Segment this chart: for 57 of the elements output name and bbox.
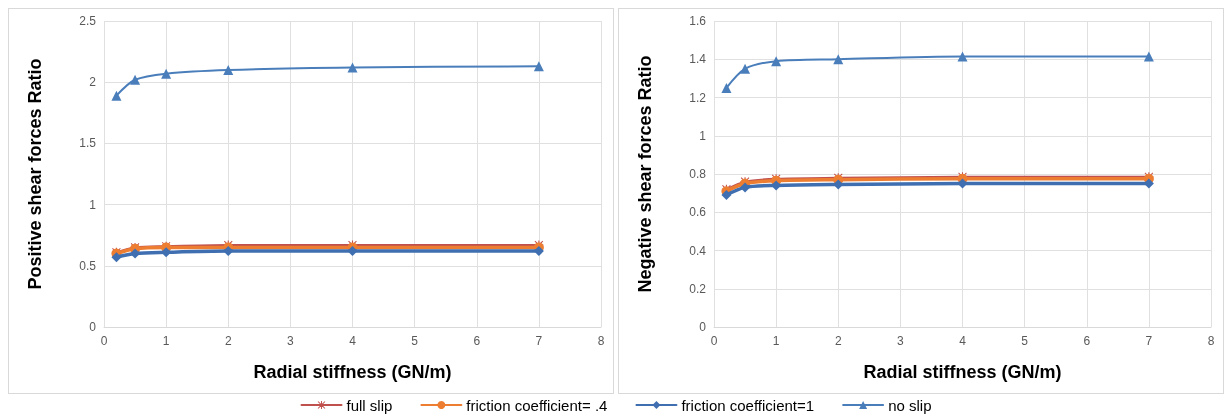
- x-axis-title: Radial stiffness (GN/m): [863, 362, 1062, 382]
- legend-label: friction coefficient=1: [681, 396, 815, 414]
- x-tick-label: 6: [473, 334, 481, 348]
- x-tick-label: 3: [897, 334, 905, 348]
- y-tick-label: 1: [89, 197, 97, 212]
- y-tick-label: 1: [699, 128, 707, 143]
- x-axis-title: Radial stiffness (GN/m): [253, 362, 452, 382]
- legend-label: full slip: [346, 396, 393, 414]
- x-tick-label: 2: [224, 334, 232, 348]
- x-tick-label: 8: [1207, 334, 1215, 348]
- x-tick-label: 0: [100, 334, 108, 348]
- point: [347, 246, 358, 257]
- point: [111, 252, 122, 263]
- point: [223, 64, 234, 75]
- x-tick-label: 2: [834, 334, 842, 348]
- point: [740, 63, 751, 74]
- point: [161, 68, 172, 79]
- y-tick-label: 0.2: [689, 281, 707, 296]
- point: [771, 56, 782, 67]
- y-tick-label: 1.5: [79, 136, 97, 151]
- y-axis-title: Negative shear forces Ratio: [635, 55, 655, 293]
- x-tick-label: 5: [1021, 334, 1029, 348]
- y-tick-label: 0.8: [689, 167, 707, 181]
- point: [721, 190, 732, 201]
- point: [957, 51, 968, 62]
- point: [740, 182, 751, 193]
- x-tick-label: 4: [349, 334, 357, 348]
- legend-label: friction coefficient= .4: [466, 396, 608, 414]
- y-tick-label: 0.4: [689, 243, 707, 258]
- x-tick-label: 3: [287, 334, 295, 348]
- y-tick-label: 0: [699, 320, 707, 334]
- y-axis-title: Positive shear forces Ratio: [25, 58, 45, 290]
- y-tick-label: 0.6: [689, 205, 707, 220]
- x-tick-label: 4: [959, 334, 967, 348]
- point: [833, 54, 844, 65]
- point: [1143, 51, 1154, 62]
- x-tick-label: 1: [772, 334, 780, 348]
- x-tick-label: 1: [162, 334, 170, 348]
- point: [721, 82, 732, 93]
- y-tick-label: 2: [89, 75, 97, 90]
- x-tick-label: 6: [1083, 334, 1091, 348]
- y-tick-label: 2.5: [79, 14, 97, 28]
- point: [347, 62, 358, 73]
- legend-label: no slip: [888, 396, 932, 414]
- x-tick-label: 0: [710, 334, 718, 348]
- y-tick-label: 1.6: [689, 14, 707, 28]
- x-tick-label: 8: [597, 334, 605, 348]
- y-tick-label: 1.4: [689, 52, 707, 67]
- point: [533, 61, 544, 72]
- y-tick-label: 1.2: [689, 90, 707, 105]
- y-tick-label: 0.5: [79, 258, 97, 273]
- x-tick-label: 7: [535, 334, 543, 348]
- y-tick-label: 0: [89, 320, 97, 334]
- point: [130, 74, 141, 85]
- x-tick-label: 7: [1145, 334, 1153, 348]
- point: [111, 90, 122, 101]
- x-tick-label: 5: [411, 334, 419, 348]
